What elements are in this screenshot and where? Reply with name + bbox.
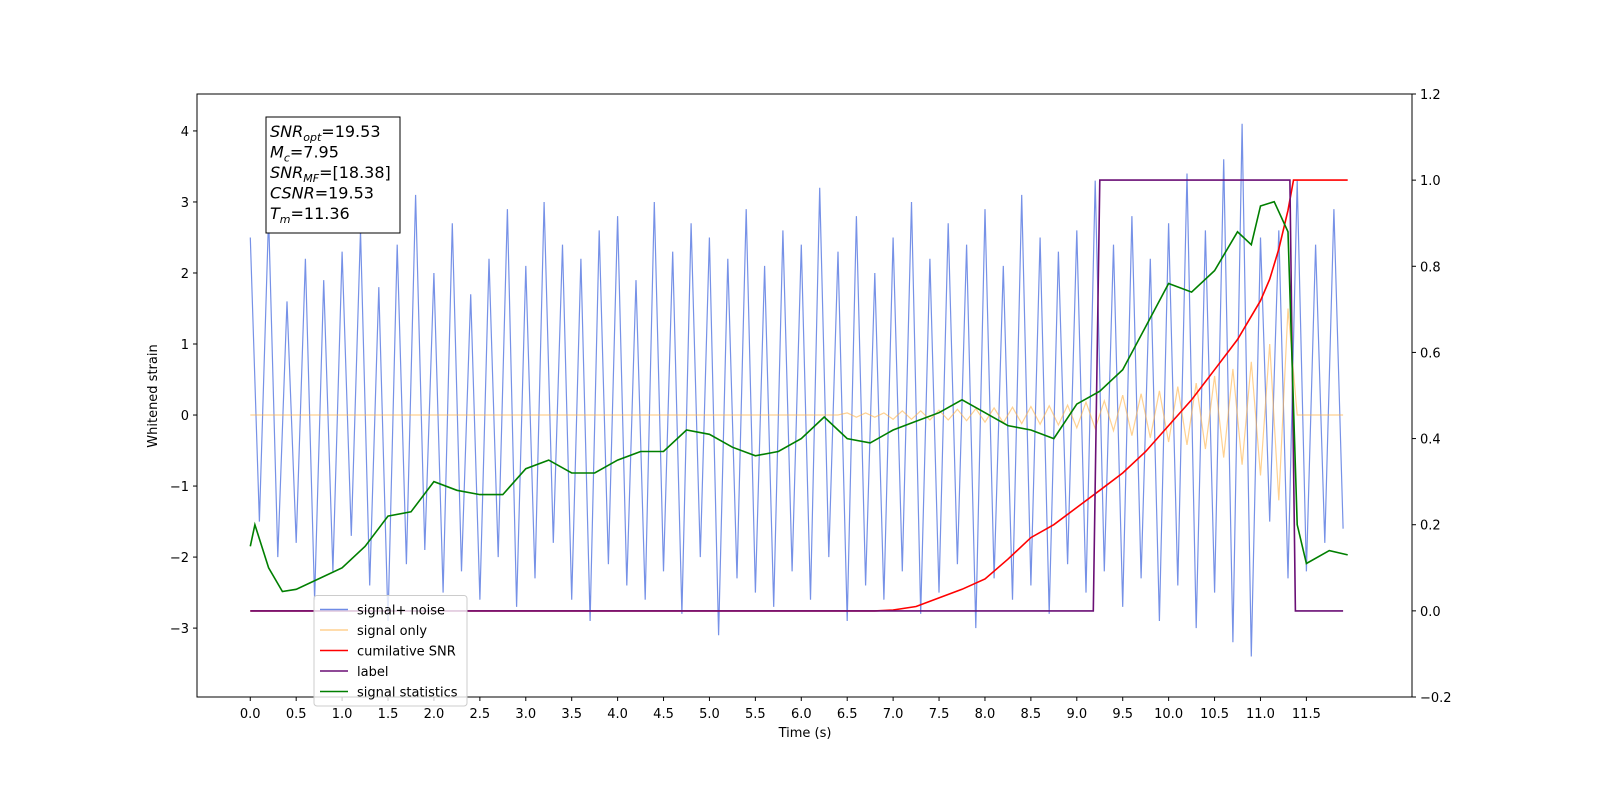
series-line	[249, 123, 1344, 657]
annotation-sub: c	[284, 152, 290, 165]
annotation-line: Tm=11.36	[270, 204, 350, 226]
legend-box	[313, 595, 468, 707]
annotation-text: =7.95	[290, 143, 339, 162]
y2-tick-label: 0.2	[1420, 519, 1441, 534]
annotation-box	[265, 116, 401, 234]
annotation-text: =19.53	[321, 122, 380, 141]
annotation-var: SNR	[270, 163, 303, 182]
y-tick-label: −1	[170, 480, 189, 495]
series-line	[250, 179, 1348, 612]
legend-label: signal statistics	[357, 686, 458, 701]
series-line	[250, 308, 1344, 501]
plot	[249, 123, 1348, 657]
x-tick-label: 5.0	[699, 707, 720, 722]
legend-label: label	[357, 665, 388, 680]
y-axis-label: Whitened strain	[146, 344, 161, 447]
y-tick-label: 1	[181, 338, 189, 353]
y2-tick-label: 0.0	[1420, 605, 1441, 620]
annotation-sub: m	[280, 213, 291, 226]
x-tick-label: 8.5	[1021, 707, 1042, 722]
annotation-line: SNRopt=19.53	[270, 122, 381, 144]
y-tick-label: 4	[181, 125, 189, 140]
x-tick-label: 0.0	[240, 707, 261, 722]
x-tick-label: 10.0	[1154, 707, 1183, 722]
annotation-var: SNR	[270, 122, 303, 141]
x-tick-label: 3.0	[515, 707, 536, 722]
x-tick-label: 6.5	[837, 707, 858, 722]
x-tick-label: 2.0	[424, 707, 445, 722]
y-tick-label: −2	[170, 551, 189, 566]
legend-label: cumilative SNR	[357, 645, 456, 660]
x-tick-label: 3.5	[561, 707, 582, 722]
x-tick-label: 6.0	[791, 707, 812, 722]
y2-tick-label: −0.2	[1420, 691, 1452, 706]
x-tick-label: 9.0	[1066, 707, 1087, 722]
x-tick-label: 5.5	[745, 707, 766, 722]
x-tick-label: 10.5	[1200, 707, 1229, 722]
x-tick-label: 11.5	[1292, 707, 1321, 722]
x-tick-label: 1.0	[332, 707, 353, 722]
annotation-line: SNRMF=[18.38]	[270, 163, 391, 185]
series-line	[250, 179, 1344, 612]
y2-tick-label: 0.6	[1420, 346, 1441, 361]
annotation-var: T	[270, 204, 281, 223]
annotation-line: Mc=7.95	[270, 143, 339, 165]
annotation-var: M	[270, 143, 284, 162]
x-tick-label: 0.5	[286, 707, 307, 722]
x-tick-label: 7.0	[883, 707, 904, 722]
y-tick-label: 3	[181, 196, 189, 211]
annotation-sub: MF	[303, 172, 319, 185]
legend-label: signal+ noise	[357, 604, 445, 619]
plot-frame	[196, 93, 1413, 698]
annotation-text: =[18.38]	[319, 163, 391, 182]
x-tick-label: 2.5	[470, 707, 491, 722]
y-tick-label: −3	[170, 622, 189, 637]
y2-tick-label: 1.0	[1420, 174, 1441, 189]
y-tick-label: 2	[181, 267, 189, 282]
x-tick-label: 4.5	[653, 707, 674, 722]
x-axis-label: Time (s)	[778, 726, 832, 741]
x-tick-label: 8.0	[975, 707, 996, 722]
x-tick-label: 4.0	[607, 707, 628, 722]
annotation-text: =19.53	[315, 184, 374, 203]
annotation-var: CSNR	[270, 184, 315, 203]
y2-tick-label: 0.4	[1420, 433, 1441, 448]
annotation-line: CSNR=19.53	[270, 184, 374, 203]
annotation-sub: opt	[303, 131, 322, 144]
annotation-text: =11.36	[291, 204, 350, 223]
series-line	[249, 200, 1348, 593]
y-tick-label: 0	[181, 409, 189, 424]
y2-tick-label: 0.8	[1420, 260, 1441, 275]
x-tick-label: 11.0	[1246, 707, 1275, 722]
legend-label: signal only	[357, 624, 427, 639]
x-tick-label: 9.5	[1112, 707, 1133, 722]
y2-tick-label: 1.2	[1420, 88, 1441, 103]
x-tick-label: 7.5	[929, 707, 950, 722]
x-tick-label: 1.5	[378, 707, 399, 722]
